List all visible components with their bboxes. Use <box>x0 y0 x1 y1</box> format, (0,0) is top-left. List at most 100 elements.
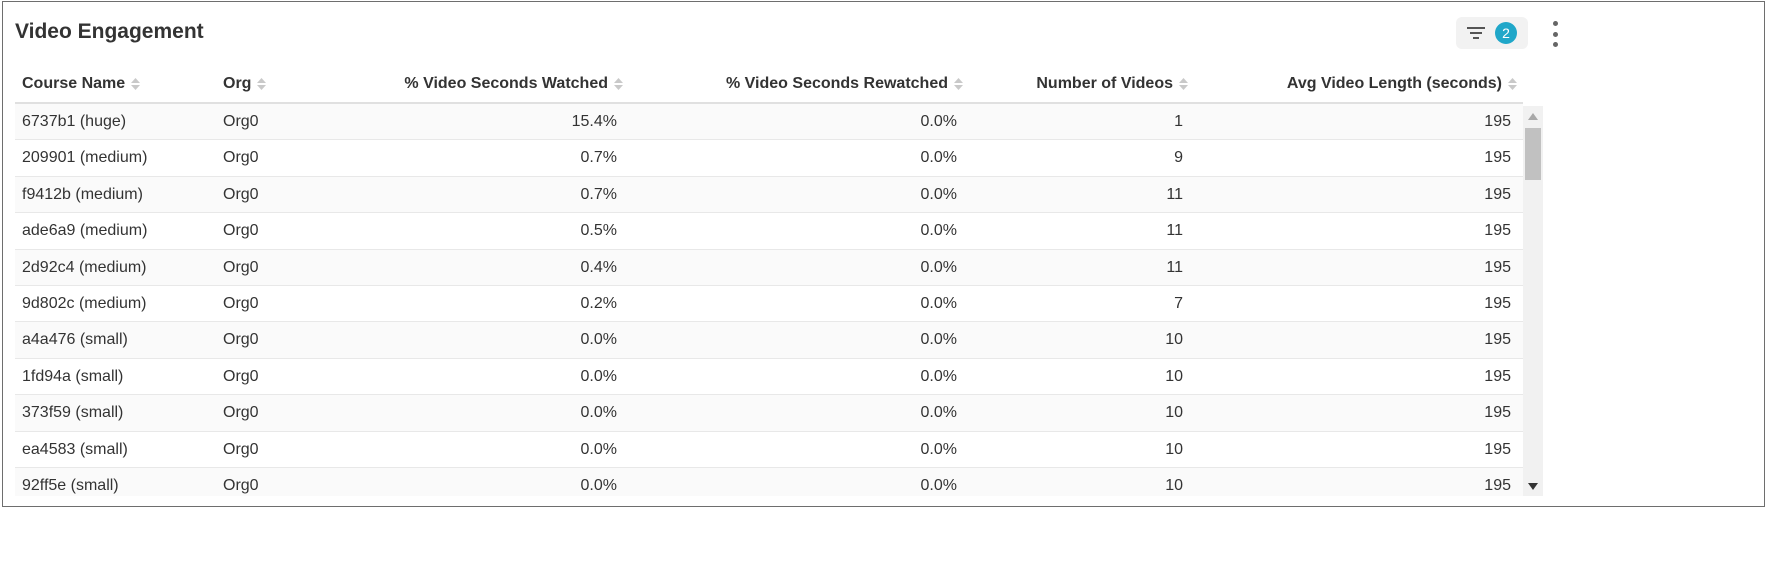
cell-pct-watched: 0.0% <box>580 404 617 422</box>
col-header-course-name[interactable]: Course Name <box>22 66 141 102</box>
cell-number-of-videos: 11 <box>1166 185 1183 203</box>
cell-avg-video-length: 195 <box>1484 222 1511 240</box>
table-row[interactable]: 92ff5e (small) Org0 0.0% 0.0% 10 195 <box>15 468 1523 496</box>
col-header-pct-watched[interactable]: % Video Seconds Watched <box>404 66 623 102</box>
cell-course-name: 373f59 (small) <box>22 404 124 422</box>
cell-avg-video-length: 195 <box>1484 367 1511 385</box>
cell-pct-rewatched: 0.0% <box>920 295 957 312</box>
cell-pct-rewatched: 0.0% <box>920 477 957 494</box>
cell-course-name: ea4583 (small) <box>22 440 128 458</box>
cell-pct-rewatched: 0.0% <box>920 440 957 458</box>
cell-org: Org0 <box>223 149 259 167</box>
cell-number-of-videos: 9 <box>1174 149 1183 167</box>
cell-pct-watched: 0.0% <box>580 440 617 458</box>
cell-course-name: 9d802c (medium) <box>22 295 147 312</box>
cell-org: Org0 <box>223 477 259 494</box>
cell-course-name: 2d92c4 (medium) <box>22 258 147 276</box>
sort-icon <box>614 78 623 90</box>
cell-pct-watched: 0.0% <box>580 331 617 349</box>
cell-pct-watched: 0.5% <box>580 222 617 240</box>
cell-avg-video-length: 195 <box>1484 331 1511 349</box>
cell-org: Org0 <box>223 440 259 458</box>
cell-avg-video-length: 195 <box>1484 258 1511 276</box>
table-row[interactable]: a4a476 (small) Org0 0.0% 0.0% 10 195 <box>15 322 1523 359</box>
cell-pct-rewatched: 0.0% <box>920 367 957 385</box>
table-row[interactable]: 9d802c (medium) Org0 0.2% 0.0% 7 195 <box>15 286 1523 323</box>
sort-icon <box>1179 78 1188 90</box>
cell-course-name: 92ff5e (small) <box>22 477 119 494</box>
cell-avg-video-length: 195 <box>1484 149 1511 167</box>
table-row[interactable]: 1fd94a (small) Org0 0.0% 0.0% 10 195 <box>15 359 1523 396</box>
col-header-pct-rewatched[interactable]: % Video Seconds Rewatched <box>726 66 963 102</box>
cell-pct-watched: 0.7% <box>580 185 617 203</box>
cell-number-of-videos: 10 <box>1165 331 1183 349</box>
cell-course-name: a4a476 (small) <box>22 331 128 349</box>
cell-course-name: ade6a9 (medium) <box>22 222 148 240</box>
table-row[interactable]: f9412b (medium) Org0 0.7% 0.0% 11 195 <box>15 176 1523 214</box>
scroll-up-arrow-icon[interactable] <box>1523 108 1543 124</box>
filter-count-badge: 2 <box>1495 22 1517 44</box>
scroll-thumb[interactable] <box>1525 128 1541 180</box>
filter-button[interactable]: 2 <box>1456 17 1528 49</box>
cell-org: Org0 <box>223 367 259 385</box>
cell-avg-video-length: 195 <box>1484 295 1511 312</box>
table-row[interactable]: 209901 (medium) Org0 0.7% 0.0% 9 195 <box>15 140 1523 177</box>
cell-avg-video-length: 195 <box>1484 440 1511 458</box>
kebab-menu-icon[interactable] <box>1548 21 1562 47</box>
table-body: 6737b1 (huge) Org0 15.4% 0.0% 1 195 209901 (me… <box>15 104 1523 496</box>
cell-pct-watched: 0.0% <box>580 367 617 385</box>
cell-avg-video-length: 195 <box>1484 185 1511 203</box>
cell-number-of-videos: 7 <box>1174 295 1183 312</box>
col-header-avg-video-length[interactable]: Avg Video Length (seconds) <box>1287 66 1517 102</box>
table-scrollbar[interactable] <box>1523 106 1543 496</box>
cell-number-of-videos: 11 <box>1166 258 1183 276</box>
cell-org: Org0 <box>223 222 259 240</box>
filter-icon <box>1467 27 1485 39</box>
cell-avg-video-length: 195 <box>1484 113 1511 130</box>
sort-icon <box>954 78 963 90</box>
cell-number-of-videos: 11 <box>1166 222 1183 240</box>
cell-number-of-videos: 1 <box>1174 113 1183 130</box>
cell-number-of-videos: 10 <box>1165 440 1183 458</box>
col-header-org[interactable]: Org <box>223 66 267 102</box>
table-row[interactable]: 373f59 (small) Org0 0.0% 0.0% 10 195 <box>15 395 1523 432</box>
cell-org: Org0 <box>223 331 259 349</box>
cell-avg-video-length: 195 <box>1484 404 1511 422</box>
cell-course-name: 209901 (medium) <box>22 149 148 167</box>
cell-pct-rewatched: 0.0% <box>920 331 957 349</box>
scroll-down-arrow-icon[interactable] <box>1523 478 1543 494</box>
cell-pct-watched: 0.4% <box>580 258 617 276</box>
cell-number-of-videos: 10 <box>1165 477 1183 494</box>
table-row[interactable]: 6737b1 (huge) Org0 15.4% 0.0% 1 195 <box>15 104 1523 141</box>
video-engagement-panel: Video Engagement 2 Course Name Org % Vid… <box>2 1 1765 507</box>
cell-pct-rewatched: 0.0% <box>920 113 957 130</box>
cell-pct-watched: 0.2% <box>580 295 617 312</box>
cell-pct-rewatched: 0.0% <box>920 404 957 422</box>
sort-icon <box>131 78 141 90</box>
cell-org: Org0 <box>223 258 259 276</box>
cell-org: Org0 <box>223 185 259 203</box>
table-header: Course Name Org % Video Seconds Watched … <box>15 66 1523 104</box>
cell-course-name: 6737b1 (huge) <box>22 113 127 130</box>
cell-avg-video-length: 195 <box>1484 477 1511 494</box>
cell-course-name: 1fd94a (small) <box>22 367 124 385</box>
cell-pct-rewatched: 0.0% <box>920 222 957 240</box>
panel-title: Video Engagement <box>15 20 204 43</box>
cell-org: Org0 <box>223 404 259 422</box>
cell-number-of-videos: 10 <box>1165 367 1183 385</box>
cell-course-name: f9412b (medium) <box>22 185 143 203</box>
cell-org: Org0 <box>223 295 259 312</box>
table-row[interactable]: 2d92c4 (medium) Org0 0.4% 0.0% 11 195 <box>15 249 1523 286</box>
cell-org: Org0 <box>223 113 259 130</box>
cell-pct-rewatched: 0.0% <box>920 258 957 276</box>
cell-pct-watched: 15.4% <box>571 113 617 130</box>
cell-number-of-videos: 10 <box>1165 404 1183 422</box>
engagement-table: Course Name Org % Video Seconds Watched … <box>15 66 1543 496</box>
table-row[interactable]: ea4583 (small) Org0 0.0% 0.0% 10 195 <box>15 432 1523 468</box>
col-header-number-of-videos[interactable]: Number of Videos <box>1036 66 1188 102</box>
cell-pct-rewatched: 0.0% <box>920 185 957 203</box>
cell-pct-rewatched: 0.0% <box>920 149 957 167</box>
table-row[interactable]: ade6a9 (medium) Org0 0.5% 0.0% 11 195 <box>15 213 1523 250</box>
cell-pct-watched: 0.0% <box>580 477 617 494</box>
sort-icon <box>257 78 267 90</box>
